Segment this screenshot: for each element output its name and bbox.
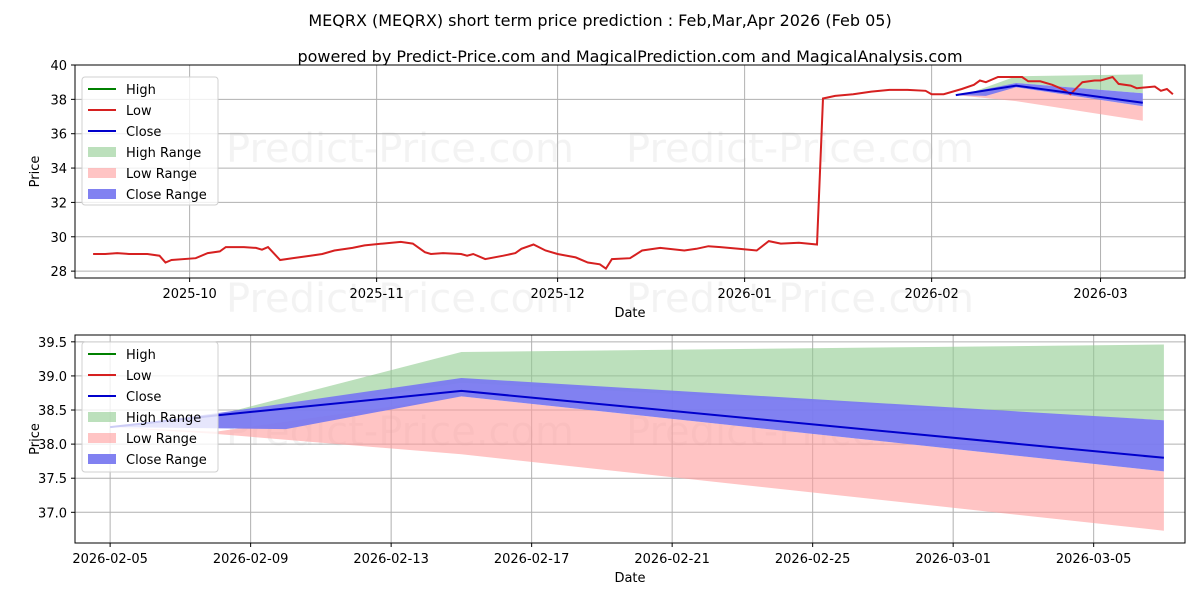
top-chart-panel: Predict-Price.com Predict-Price.com Predic… (28, 59, 1186, 322)
y-tick-label: 28 (50, 265, 67, 280)
y-tick-label: 38.5 (38, 404, 67, 419)
watermark-text: Predict-Price.com (226, 126, 574, 172)
plot-frame (74, 64, 1186, 279)
y-tick-label: 38 (50, 93, 67, 108)
high-range-band (110, 344, 1164, 428)
y-tick-label: 37.0 (38, 506, 67, 521)
y-tick-label: 32 (50, 196, 67, 211)
legend-label: Close (126, 125, 161, 140)
low-range-band (955, 87, 1143, 121)
legend-label: Low (126, 369, 152, 384)
y-tick-label: 30 (50, 231, 67, 246)
x-tick-label: 2026-03 (1073, 287, 1127, 302)
legend-label: High Range (126, 411, 201, 426)
legend-swatch-high-range (88, 412, 116, 422)
x-tick-label: 2026-02-25 (775, 552, 851, 567)
watermark-text: Predict-Price.com (626, 276, 974, 322)
close-series-line (955, 84, 1143, 104)
bottom-chart-panel: Predict-Price.comPredict-Price.com2026-0… (28, 334, 1186, 586)
x-tick-label: 2026-01 (717, 287, 771, 302)
legend-label: Low (126, 104, 152, 119)
legend-label: High (126, 83, 156, 98)
x-tick-label: 2025-10 (162, 287, 216, 302)
x-tick-label: 2026-02 (904, 287, 958, 302)
legend-swatch-low-range (88, 168, 116, 178)
y-tick-label: 40 (50, 59, 67, 74)
chart-title: MEQRX (MEQRX) short term price predictio… (308, 11, 891, 30)
y-axis-label: Price (28, 156, 43, 188)
y-axis-label: Price (28, 423, 43, 455)
close-range-band (955, 83, 1143, 107)
x-axis-label: Date (614, 571, 645, 586)
x-tick-label: 2026-02-17 (494, 552, 570, 567)
close-range-band (110, 378, 1164, 472)
legend-label: Close Range (126, 453, 207, 468)
x-axis-label: Date (614, 306, 645, 321)
x-tick-label: 2026-02-05 (72, 552, 148, 567)
plot-frame (74, 334, 1186, 544)
watermark-text: Predict-Price.com (226, 276, 574, 322)
legend-label: Close Range (126, 188, 207, 203)
legend-swatch-high-range (88, 147, 116, 157)
y-tick-label: 39.5 (38, 336, 67, 351)
x-tick-label: 2026-02-21 (634, 552, 710, 567)
legend-swatch-close-range (88, 454, 116, 464)
x-tick-label: 2025-11 (349, 287, 403, 302)
y-tick-label: 37.5 (38, 472, 67, 487)
x-tick-label: 2026-02-09 (213, 552, 289, 567)
low-series-line (93, 75, 1174, 271)
low-range-band (110, 396, 1164, 531)
legend-label: Low Range (126, 432, 197, 447)
x-tick-label: 2026-02-13 (353, 552, 429, 567)
watermark-text: Predict-Price.com (626, 126, 974, 172)
y-tick-label: 36 (50, 128, 67, 143)
y-tick-label: 39.0 (38, 370, 67, 385)
x-tick-label: 2026-03-05 (1056, 552, 1132, 567)
legend-label: Close (126, 390, 161, 405)
x-tick-label: 2026-03-01 (915, 552, 991, 567)
legend-label: Low Range (126, 167, 197, 182)
y-tick-label: 34 (50, 162, 67, 177)
legend-label: High (126, 348, 156, 363)
legend-swatch-low-range (88, 433, 116, 443)
legend-swatch-close-range (88, 189, 116, 199)
chart-subtitle: powered by Predict-Price.com and Magical… (297, 47, 962, 66)
y-tick-label: 38.0 (38, 438, 67, 453)
legend-label: High Range (126, 146, 201, 161)
x-tick-label: 2025-12 (530, 287, 584, 302)
